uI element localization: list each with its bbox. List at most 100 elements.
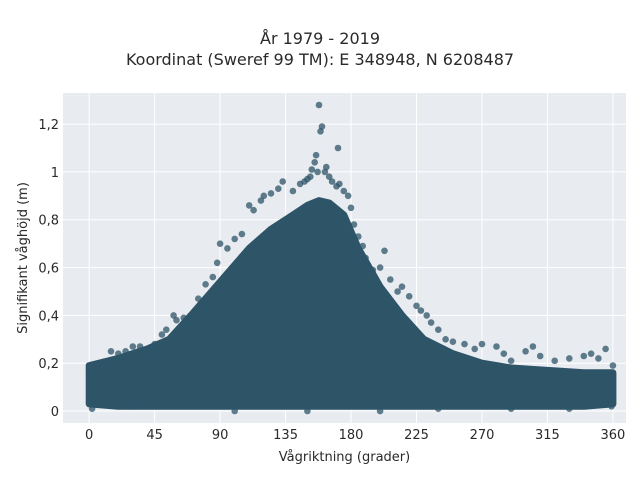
scatter-point bbox=[289, 187, 297, 195]
scatter-point bbox=[398, 283, 406, 291]
scatter-point bbox=[231, 235, 238, 243]
scatter-point bbox=[209, 273, 217, 281]
scatter-point bbox=[325, 173, 333, 180]
scatter-point bbox=[608, 403, 615, 410]
scatter-point bbox=[405, 293, 413, 300]
scatter-point bbox=[580, 352, 588, 360]
scatter-point bbox=[122, 348, 129, 355]
x-tick-label: 360 bbox=[600, 428, 625, 443]
scatter-point bbox=[493, 343, 500, 350]
scatter-point bbox=[173, 316, 180, 324]
scatter-point bbox=[158, 331, 166, 338]
scatter-point bbox=[257, 197, 265, 204]
scatter-point bbox=[279, 178, 287, 185]
scatter-point bbox=[344, 192, 352, 200]
x-tick-label: 180 bbox=[339, 428, 364, 443]
x-tick-label: 270 bbox=[470, 428, 495, 443]
scatter-point bbox=[311, 159, 319, 166]
scatter-point bbox=[238, 230, 246, 238]
scatter-point bbox=[362, 254, 369, 262]
scatter-point bbox=[308, 166, 316, 173]
scatter-point bbox=[307, 173, 314, 180]
scatter-point bbox=[359, 242, 367, 250]
x-axis-label: Vågriktning (grader) bbox=[279, 450, 410, 465]
scatter-point bbox=[369, 266, 377, 274]
scatter-point bbox=[314, 168, 321, 176]
data-points bbox=[85, 101, 617, 415]
chart-title: År 1979 - 2019 bbox=[260, 29, 380, 48]
y-axis-ticks: 0 0,2 0,4 0,6 0,8 1 1,2 bbox=[38, 118, 59, 420]
scatter-point bbox=[566, 405, 573, 413]
scatter-point bbox=[187, 312, 195, 319]
chart-subtitle: Koordinat (Sweref 99 TM): E 348948, N 62… bbox=[125, 50, 515, 69]
x-tick-label: 315 bbox=[535, 428, 560, 443]
scatter-point bbox=[213, 259, 221, 267]
scatter-point bbox=[323, 163, 330, 171]
y-tick-label: 0 bbox=[51, 405, 59, 420]
scatter-point bbox=[536, 352, 544, 360]
scatter-point bbox=[318, 123, 326, 130]
scatter-point bbox=[602, 345, 609, 353]
scatter-point bbox=[260, 192, 268, 200]
scatter-point bbox=[144, 350, 151, 358]
y-tick-label: 0,6 bbox=[38, 262, 59, 277]
scatter-point bbox=[587, 350, 595, 358]
scatter-point bbox=[328, 178, 336, 185]
scatter-point bbox=[551, 357, 558, 365]
scatter-point bbox=[423, 312, 431, 319]
scatter-point bbox=[88, 405, 96, 413]
y-tick-label: 0,4 bbox=[38, 309, 59, 324]
scatter-point bbox=[151, 340, 158, 348]
scatter-point bbox=[129, 343, 137, 350]
scatter-point bbox=[315, 101, 323, 109]
scatter-point bbox=[417, 307, 425, 314]
scatter-point bbox=[381, 247, 388, 255]
scatter-point bbox=[129, 403, 137, 410]
scatter-point bbox=[355, 233, 362, 240]
scatter-point bbox=[461, 340, 468, 348]
scatter-point bbox=[312, 151, 320, 159]
scatter-point bbox=[522, 348, 529, 355]
y-tick-label: 0,8 bbox=[38, 214, 59, 229]
scatter-point bbox=[376, 264, 384, 271]
scatter-point bbox=[394, 288, 401, 295]
scatter-point bbox=[427, 319, 435, 326]
scatter-point bbox=[529, 343, 537, 350]
scatter-point bbox=[85, 371, 93, 379]
scatter-point bbox=[107, 348, 115, 355]
y-tick-label: 1,2 bbox=[38, 118, 59, 133]
scatter-point bbox=[170, 312, 177, 319]
scatter-point bbox=[304, 407, 311, 415]
scatter-point bbox=[231, 407, 238, 415]
scatter-point bbox=[347, 204, 355, 212]
scatter-point bbox=[507, 357, 515, 365]
scatter-point bbox=[413, 302, 420, 310]
scatter-point bbox=[336, 180, 343, 188]
scatter-point bbox=[350, 221, 358, 228]
scatter-point bbox=[435, 405, 442, 413]
scatter-point bbox=[195, 295, 202, 303]
scatter-point bbox=[180, 314, 187, 322]
scatter-point bbox=[224, 245, 231, 252]
scatter-point bbox=[449, 338, 457, 346]
scatter-point bbox=[387, 276, 394, 283]
scatter-point bbox=[442, 336, 449, 343]
scatter-point bbox=[340, 187, 348, 195]
scatter-point bbox=[471, 345, 479, 353]
scatter-point bbox=[595, 355, 602, 362]
y-tick-label: 1 bbox=[51, 166, 59, 181]
scatter-point bbox=[267, 190, 275, 197]
x-tick-label: 90 bbox=[212, 428, 229, 443]
x-tick-label: 45 bbox=[146, 428, 163, 443]
scatter-point bbox=[250, 206, 257, 214]
scatter-point bbox=[245, 202, 253, 209]
scatter-point bbox=[478, 340, 486, 348]
scatter-point bbox=[202, 281, 209, 288]
y-axis-label: Signifikant våghöjd (m) bbox=[16, 182, 31, 334]
scatter-point bbox=[100, 359, 107, 367]
scatter-point bbox=[334, 144, 342, 152]
scatter-point bbox=[163, 326, 170, 334]
scatter-point bbox=[136, 343, 144, 350]
